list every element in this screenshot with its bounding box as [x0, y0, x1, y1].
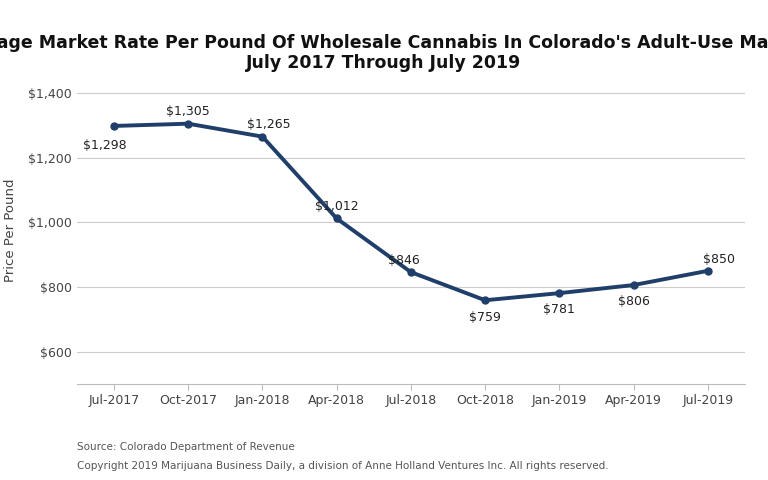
Text: $781: $781	[544, 303, 575, 316]
Text: $759: $759	[469, 311, 501, 324]
Text: $1,265: $1,265	[247, 118, 290, 131]
Text: $1,298: $1,298	[83, 139, 127, 152]
Y-axis label: Price Per Pound: Price Per Pound	[4, 179, 17, 282]
Text: $806: $806	[617, 295, 650, 308]
Text: Source: Colorado Department of Revenue: Source: Colorado Department of Revenue	[77, 442, 295, 452]
Text: Average Market Rate Per Pound Of Wholesale Cannabis In Colorado's Adult-Use Mark: Average Market Rate Per Pound Of Wholesa…	[0, 34, 768, 72]
Text: $1,305: $1,305	[167, 105, 210, 118]
Text: Copyright 2019 Marijuana Business Daily, a division of Anne Holland Ventures Inc: Copyright 2019 Marijuana Business Daily,…	[77, 461, 608, 471]
Text: $850: $850	[703, 253, 735, 266]
Text: $846: $846	[388, 254, 419, 267]
Text: $1,012: $1,012	[315, 200, 359, 213]
